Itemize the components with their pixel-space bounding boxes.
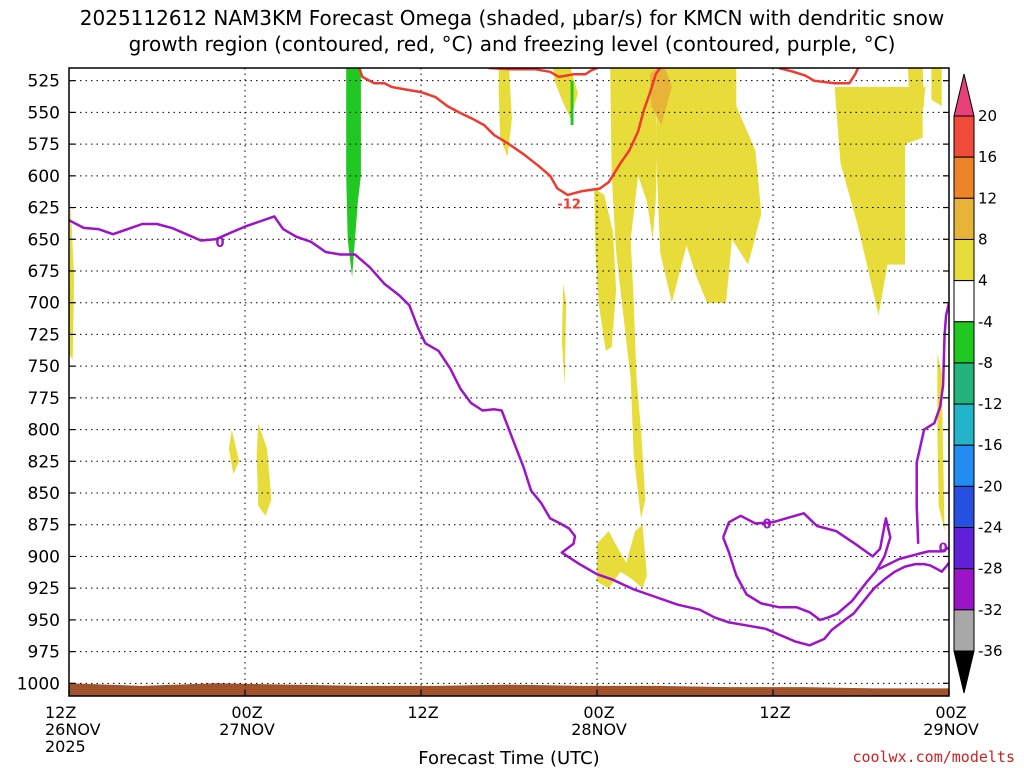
positive-omega-yellow-area	[655, 68, 762, 303]
y-tick-label: 725	[28, 325, 60, 345]
colorbar-swatch	[953, 115, 975, 158]
colorbar-swatch	[953, 238, 975, 282]
x-tick-label: 00Z	[935, 703, 966, 722]
colorbar-swatch	[953, 321, 975, 364]
chart-title-line1: 2025112612 NAM3KM Forecast Omega (shaded…	[80, 6, 944, 30]
positive-omega-orange-area	[649, 68, 672, 126]
y-tick-label: 950	[28, 611, 60, 631]
freezing-level-purple-right-label: 0	[939, 542, 948, 557]
x-tick-label: 29NOV	[923, 720, 979, 739]
x-tick-label: 26NOV	[45, 720, 101, 739]
colorbar-tick-label: 20	[978, 107, 997, 125]
y-tick-label: 650	[28, 230, 60, 250]
colorbar-tick-label: -36	[978, 642, 1003, 660]
colorbar-tick-label: 4	[978, 272, 988, 290]
positive-omega-yellow-area	[498, 68, 512, 157]
colorbar: 20 16 12 8 4 -4 -8 -12 -16 -20 -24 -28 -32 -36	[953, 73, 1003, 694]
x-axis-label: Forecast Time (UTC)	[418, 748, 599, 768]
positive-omega-yellow-area	[931, 68, 942, 107]
x-tick-label: 00Z	[583, 703, 614, 722]
colorbar-swatch	[953, 403, 975, 446]
colorbar-tick-label: -20	[978, 477, 1003, 495]
colorbar-tick-label: -28	[978, 560, 1003, 578]
colorbar-tick-label: -12	[978, 395, 1003, 413]
freezing-level-purple-right-line	[915, 302, 949, 544]
colorbar-swatch	[953, 280, 975, 323]
y-tick-label: 975	[28, 643, 60, 663]
contour-layer	[69, 68, 949, 647]
dendritic-growth-red-line	[358, 68, 662, 197]
y-tick-label: 875	[28, 516, 60, 536]
colorbar-tick-label: 12	[978, 189, 997, 207]
y-tick-label: 750	[28, 357, 60, 377]
colorbar-tick-label: -16	[978, 436, 1003, 454]
y-tick-label: 550	[28, 103, 60, 123]
x-tick-label: 27NOV	[219, 720, 275, 739]
negative-omega-green-area	[570, 80, 574, 126]
terrain-group	[69, 683, 949, 696]
colorbar-swatch	[953, 156, 975, 199]
freezing-level-purple-loop-label: 0	[763, 517, 772, 532]
positive-omega-yellow-area	[594, 188, 617, 351]
credit-text: coolwx.com/modelts	[852, 748, 1015, 766]
y-tick-label: 600	[28, 167, 60, 187]
positive-omega-yellow-area	[69, 201, 75, 360]
freezing-level-purple-loop-line	[721, 512, 892, 622]
positive-omega-yellow-area	[228, 429, 240, 474]
colorbar-swatch	[953, 609, 975, 652]
x-tick-label: 28NOV	[571, 720, 627, 739]
y-axis: 525 550 575 600 625 650 675 700 725 750 775 800 825 8…	[17, 72, 949, 694]
colorbar-swatch	[953, 568, 975, 611]
positive-omega-yellow-area	[907, 68, 925, 107]
colorbar-tick-label: -8	[978, 354, 993, 372]
positive-omega-yellow-area	[597, 524, 647, 589]
positive-omega-yellow-area	[834, 87, 926, 316]
x-tick-label: 12Z	[407, 703, 438, 722]
freezing-level-purple-bottom-right-line	[878, 546, 949, 571]
y-tick-label: 525	[28, 72, 60, 92]
y-tick-label: 1000	[17, 674, 60, 694]
y-tick-label: 625	[28, 199, 60, 219]
y-tick-label: 775	[28, 389, 60, 409]
y-tick-label: 900	[28, 547, 60, 567]
y-tick-label: 800	[28, 421, 60, 441]
colorbar-bottom-triangle	[953, 650, 975, 694]
x-tick-label: 00Z	[231, 703, 262, 722]
colorbar-tick-label: -24	[978, 519, 1003, 537]
y-tick-label: 925	[28, 579, 60, 599]
colorbar-tick-label: -4	[978, 313, 993, 331]
dendritic-growth-red-top-line	[488, 68, 598, 79]
freezing-level-purple-line	[69, 215, 949, 647]
x-tick-label: 12Z	[45, 703, 76, 722]
colorbar-swatch	[953, 197, 975, 240]
negative-omega-green-area	[346, 68, 361, 278]
y-tick-label: 850	[28, 484, 60, 504]
y-tick-label: 700	[28, 294, 60, 314]
colorbar-tick-label: 16	[978, 148, 997, 166]
colorbar-swatch	[953, 527, 975, 570]
x-tick-label: 12Z	[759, 703, 790, 722]
colorbar-swatch	[953, 485, 975, 529]
positive-omega-yellow-area	[610, 68, 658, 519]
colorbar-tick-label: 8	[978, 230, 988, 248]
freezing-level-purple-label: 0	[216, 236, 225, 251]
colorbar-swatch	[953, 444, 975, 487]
colorbar-tick-label: -32	[978, 601, 1003, 619]
y-tick-label: 575	[28, 135, 60, 155]
negative-omega-green-group	[346, 68, 574, 278]
colorbar-swatch	[953, 362, 975, 405]
dendritic-growth-red-label: -12	[557, 198, 581, 213]
dendritic-growth-red-right-line	[778, 68, 860, 85]
positive-omega-yellow-group	[69, 68, 945, 589]
positive-omega-orange-group	[649, 68, 672, 126]
terrain-area	[69, 683, 949, 696]
chart-title-line2: growth region (contoured, red, °C) and f…	[129, 32, 896, 56]
x-tick-label: 2025	[45, 737, 86, 756]
y-tick-label: 825	[28, 452, 60, 472]
y-tick-label: 675	[28, 262, 60, 282]
plot-frame	[68, 67, 950, 697]
shaded-layer	[69, 68, 949, 696]
